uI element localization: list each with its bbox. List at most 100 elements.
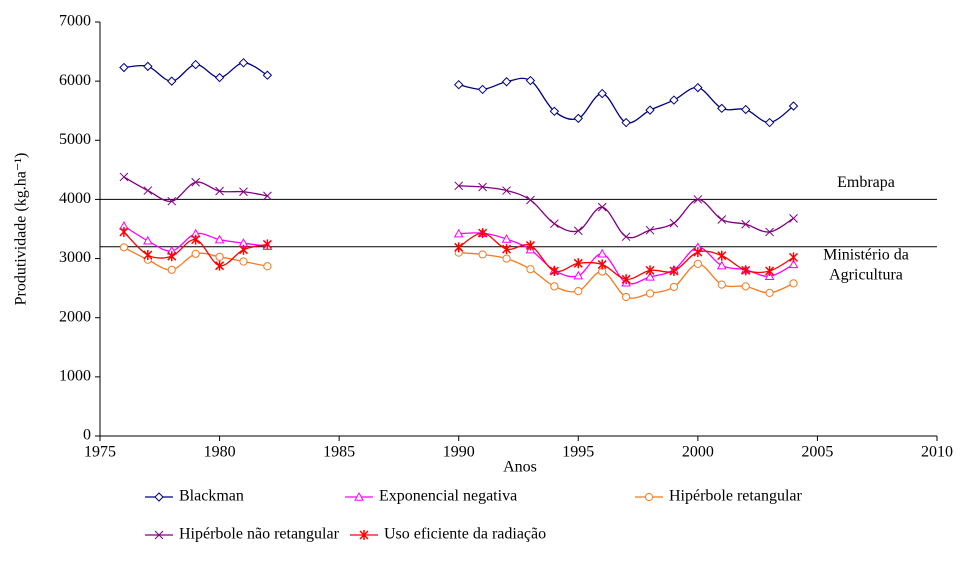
data-point [789,279,798,288]
data-point [597,259,607,270]
data-point [717,215,727,224]
data-point [645,271,655,281]
y-tick-label: 2000 [59,308,91,325]
data-point [119,243,129,252]
data-point [142,235,153,245]
data-point [717,103,727,114]
data-point [645,105,655,115]
data-point [454,79,464,90]
legend-marker [154,492,164,502]
data-point [215,186,224,196]
data-point [573,258,583,269]
data-point [191,249,200,258]
data-point [740,104,751,115]
data-point [262,239,272,250]
y-tick-label: 1000 [59,368,91,385]
x-axis-label: Anos [503,459,537,476]
data-point [573,226,583,236]
data-point [716,260,727,270]
data-point [550,219,559,229]
data-point [764,117,775,128]
data-point [526,195,535,205]
data-point [573,113,583,124]
y-tick-label: 7000 [59,13,91,30]
data-point [788,259,799,269]
reference-label: Ministério da [823,246,909,263]
data-point [549,265,559,276]
data-point [693,82,703,93]
data-point [238,58,249,68]
data-point [597,248,608,258]
data-point [454,242,464,253]
data-point [525,240,535,251]
data-point [119,62,129,73]
data-point [477,84,488,95]
data-point [525,75,536,86]
data-point [621,232,631,242]
data-point [190,59,201,70]
data-point [454,181,464,191]
data-point [191,234,201,245]
data-point [238,244,249,255]
data-point [597,88,607,99]
data-point [741,265,751,276]
data-point [478,182,487,192]
data-point [741,219,751,229]
data-point [501,77,512,87]
series-line [123,62,794,124]
data-point [645,265,655,276]
data-point [669,95,679,105]
reference-label: Agricultura [829,266,903,283]
reference-label: Embrapa [837,174,895,191]
data-point [765,288,774,297]
data-point [502,244,512,255]
data-point [167,196,177,206]
data-point [167,265,176,274]
data-point [214,234,225,244]
x-tick-label: 1985 [323,444,355,461]
data-point [119,172,129,182]
data-point [597,202,607,212]
legend-marker [154,530,164,540]
data-point [621,274,631,285]
y-tick-label: 6000 [59,72,91,89]
y-tick-label: 4000 [59,190,91,207]
x-tick-label: 1975 [84,444,116,461]
data-point [119,226,129,237]
x-tick-label: 1990 [443,444,475,461]
x-tick-label: 1980 [204,444,236,461]
data-point [669,282,679,292]
data-point [167,251,177,262]
data-point [262,70,273,80]
data-point [143,61,153,72]
data-point [622,292,631,302]
data-point [478,250,487,259]
y-tick-label: 5000 [59,131,91,148]
data-point [167,76,177,86]
legend-label: Hipérbole retangular [669,488,803,505]
y-tick-label: 0 [83,427,91,444]
data-point [789,214,798,223]
data-point [501,234,512,243]
data-point [693,259,702,268]
legend-label: Blackman [179,488,244,505]
data-point [143,250,153,261]
data-point [741,282,750,291]
data-point [214,72,225,83]
data-point [669,218,679,228]
data-point [788,252,799,263]
legend-marker [644,492,654,502]
x-tick-label: 2005 [801,444,833,461]
data-point [478,228,488,239]
legend-marker [359,530,369,540]
data-point [263,262,272,271]
data-point [788,101,799,111]
legend-label: Uso eficiente da radiação [384,526,546,543]
y-tick-label: 3000 [59,249,91,266]
data-point [215,260,225,271]
data-point [573,270,584,280]
data-point [502,254,511,263]
data-point [526,265,535,274]
data-point [621,117,631,128]
